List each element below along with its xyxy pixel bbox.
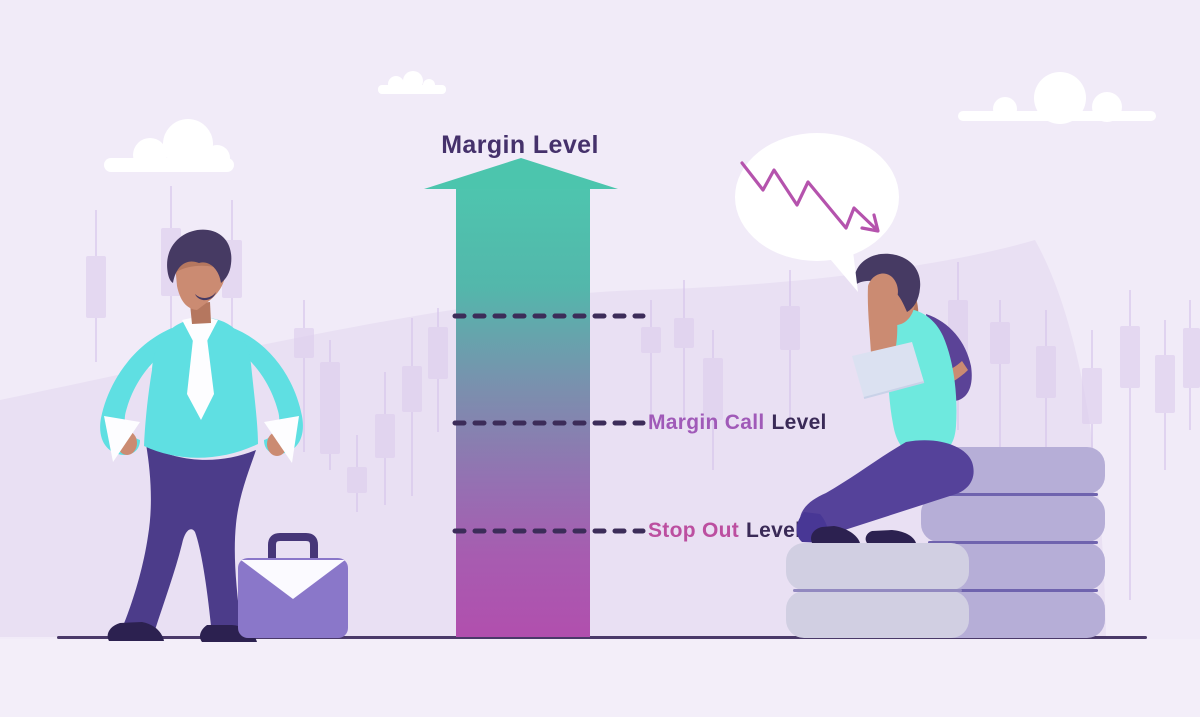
dashed-line-margin-call — [452, 420, 646, 426]
coin-edge — [793, 589, 962, 592]
up-arrow-icon-bar — [456, 188, 590, 637]
shoe — [865, 530, 916, 543]
coin-edge — [928, 493, 1098, 496]
briefcase-flap — [241, 560, 345, 599]
dashed-line-upper — [452, 313, 646, 319]
tie — [187, 330, 214, 420]
margin-call-rest-text: Level — [771, 411, 827, 434]
briefcase-handle — [268, 533, 318, 564]
speech-bubble-tail — [825, 243, 858, 292]
stop-out-accent-text: Stop Out — [648, 519, 740, 542]
ground-line — [57, 636, 1147, 639]
report-paper — [852, 342, 925, 399]
hair — [167, 229, 232, 283]
shoe — [107, 622, 164, 641]
stop-out-rest-text: Level — [746, 519, 802, 542]
sad-trader-figure — [796, 253, 974, 543]
margin-call-level-label: Margin Call Level — [648, 410, 827, 436]
speech-bubble-icon — [735, 133, 899, 292]
briefcase-icon — [238, 533, 348, 638]
up-arrow-icon-head — [424, 158, 618, 189]
shoe — [811, 526, 860, 543]
mustache — [195, 292, 216, 301]
empty-pockets — [104, 416, 299, 463]
trader-head — [167, 229, 232, 324]
coin-stack-icon — [921, 495, 1105, 542]
floor-area — [0, 639, 1200, 717]
cloud-icon — [958, 72, 1156, 124]
coin-edge — [928, 589, 1098, 592]
cloud-icon — [378, 71, 446, 94]
coin-stack-icon — [786, 591, 969, 638]
coin-stack-icon — [786, 543, 969, 590]
trader2-legs — [796, 440, 974, 543]
broke-trader-figure — [100, 229, 303, 642]
trader-legs — [107, 444, 257, 642]
declining-trend-icon — [740, 161, 880, 233]
margin-level-title: Margin Level — [441, 131, 599, 159]
coin-edge — [928, 541, 1098, 544]
dashed-line-stop-out — [452, 528, 646, 534]
stop-out-level-label: Stop Out Level — [648, 518, 801, 544]
cloud-icon — [104, 119, 234, 172]
margin-call-accent-text: Margin Call — [648, 411, 765, 434]
trader-torso — [144, 316, 258, 458]
